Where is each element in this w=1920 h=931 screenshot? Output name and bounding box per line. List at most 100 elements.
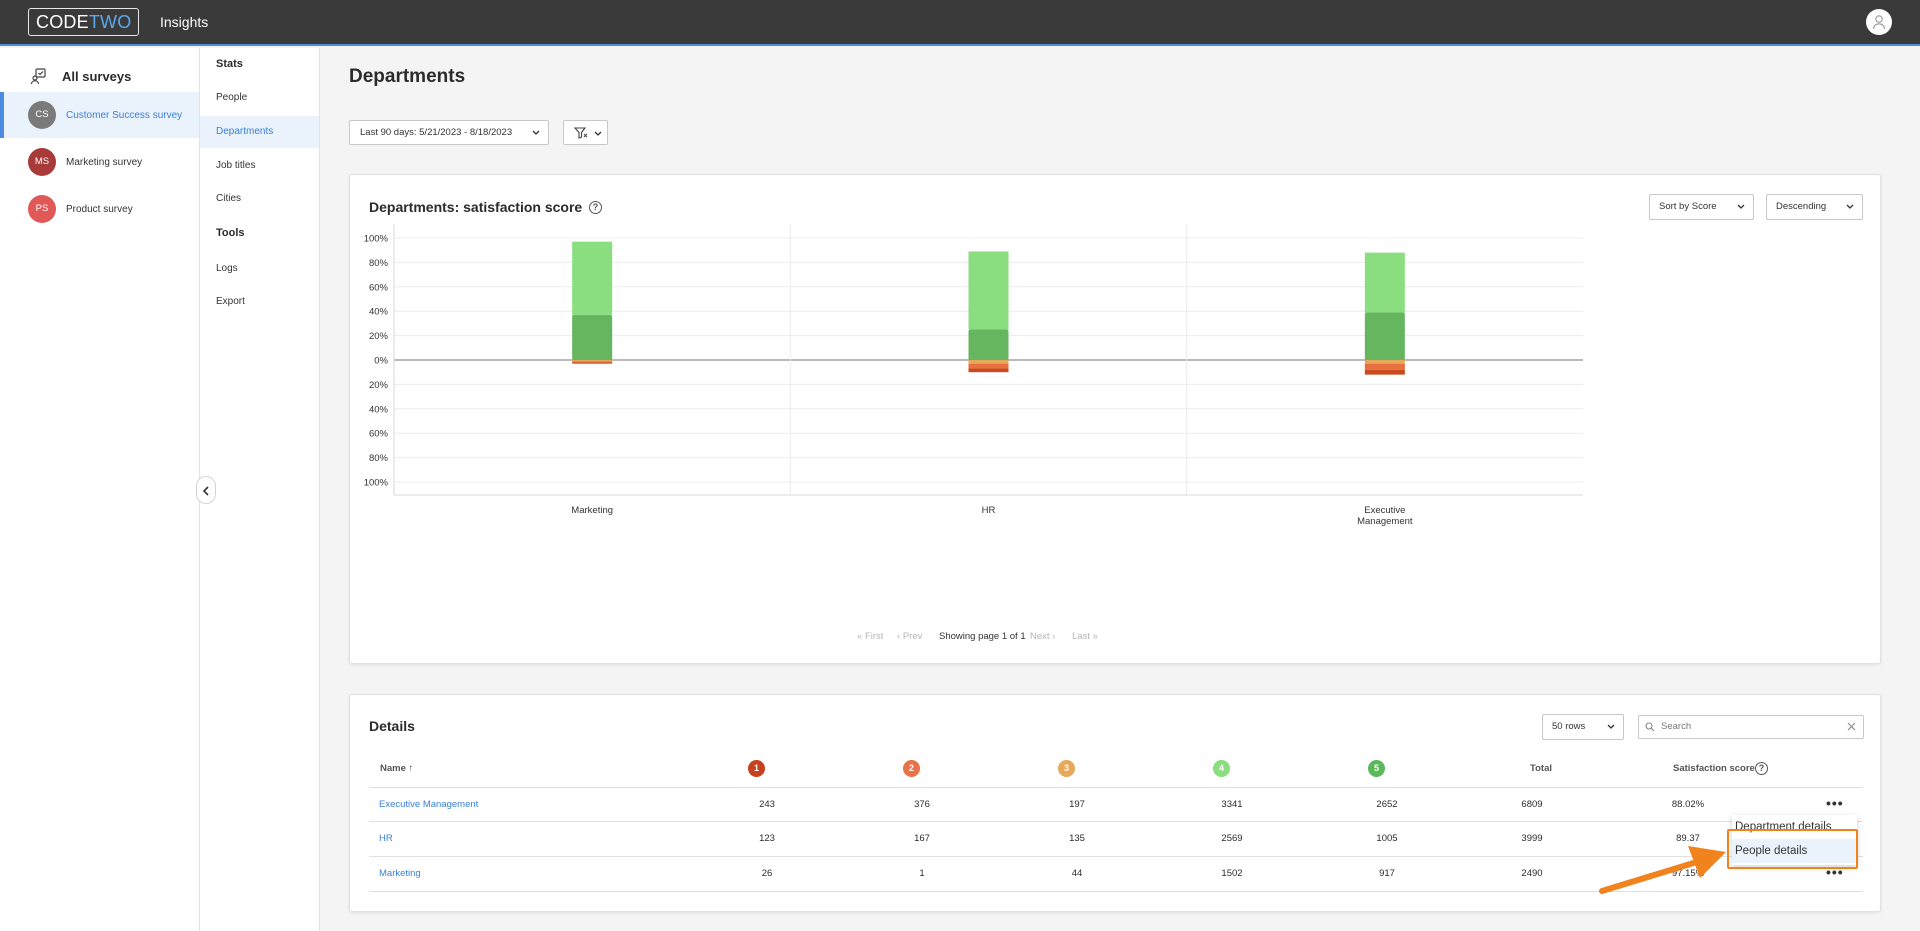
rating-2-count: 1: [919, 868, 925, 879]
sort-by-value: Sort by Score: [1659, 201, 1717, 212]
y-tick-label: 40%: [369, 404, 389, 415]
satisfaction-score: 89.37: [1676, 833, 1700, 844]
y-tick-label: 40%: [369, 307, 389, 318]
row-context-menu: Department details People details: [1732, 815, 1857, 865]
x-category-label: Executive: [1364, 505, 1405, 516]
bar-segment-2-1: [968, 329, 1009, 360]
bar-segment-1-2: [572, 241, 613, 315]
satisfaction-score: 97.15%: [1671, 868, 1705, 879]
search-placeholder: Search: [1661, 721, 1692, 732]
pager-first-button[interactable]: « First: [857, 631, 884, 642]
filter-icon: [574, 127, 588, 139]
details-search-input[interactable]: Search: [1638, 715, 1864, 739]
page-title: Departments: [349, 66, 466, 87]
rating-4-count: 1502: [1221, 868, 1243, 879]
sort-order-value: Descending: [1776, 201, 1827, 212]
survey-label: Marketing survey: [66, 156, 143, 168]
rows-per-page-select[interactable]: 50 rows: [1542, 714, 1624, 740]
callout-highlight-box: [1727, 829, 1858, 869]
date-range-value: Last 90 days: 5/21/2023 - 8/18/2023: [360, 127, 513, 138]
chart-pager: « First ‹ Prev Showing page 1 of 1 Next …: [350, 631, 1880, 647]
column-header-rating-1[interactable]: 1: [748, 760, 765, 777]
bar-segment-3-2: [1364, 252, 1405, 313]
column-header-rating-5[interactable]: 5: [1368, 760, 1385, 777]
nav-item-job-titles[interactable]: Job titles: [216, 160, 256, 171]
clear-icon[interactable]: [1847, 722, 1856, 731]
chevron-down-icon: [594, 131, 602, 136]
satisfaction-chart: 100% 80% 60% 40% 20% 0% 20% 40% 60% 80% 100% Market…: [364, 224, 1583, 527]
collapse-panel-button[interactable]: [196, 476, 216, 504]
bar-segment-1-5: [572, 362, 613, 364]
rating-1-count: 243: [759, 799, 775, 810]
bar-segment-1-4: [572, 361, 613, 363]
rating-3-count: 44: [1071, 868, 1083, 879]
menu-item-people-details[interactable]: People details: [1732, 839, 1857, 863]
survey-avatar: PS: [28, 195, 56, 223]
filter-button[interactable]: [563, 120, 608, 145]
details-title: Details: [369, 718, 415, 734]
satisfaction-score: 88.02%: [1671, 799, 1705, 810]
top-bar: CODETWO Insights: [0, 0, 1920, 46]
survey-item-product[interactable]: PS Product survey: [0, 186, 199, 232]
pager-prev-button[interactable]: ‹ Prev: [897, 631, 923, 642]
all-surveys-link[interactable]: All surveys: [30, 64, 131, 88]
column-header-name[interactable]: Name ↑: [380, 763, 414, 774]
chevron-down-icon: [1607, 724, 1615, 729]
satisfaction-chart-card: Departments: satisfaction score ? Sort b…: [349, 174, 1881, 664]
pager-next-label: Next: [1030, 631, 1050, 642]
column-header-total[interactable]: Total: [1530, 763, 1552, 774]
survey-avatar: CS: [28, 101, 56, 129]
survey-label: Product survey: [66, 203, 133, 215]
nav-item-cities[interactable]: Cities: [216, 193, 242, 204]
user-avatar-button[interactable]: [1866, 9, 1892, 35]
codetwo-logo[interactable]: CODETWO: [28, 8, 140, 36]
pager-next-button[interactable]: Next ›: [1030, 631, 1056, 642]
rating-2-count: 376: [914, 799, 930, 810]
surveys-icon: [30, 68, 46, 85]
column-header-satisfaction-score[interactable]: Satisfaction score: [1673, 763, 1755, 774]
sort-by-select[interactable]: Sort by Score: [1649, 194, 1754, 220]
column-header-rating-2[interactable]: 2: [903, 760, 920, 777]
y-tick-label: 20%: [369, 380, 389, 391]
details-card: Details 50 rows Search Name ↑ 1 2 3 4 5 …: [349, 694, 1881, 912]
nav-item-export[interactable]: Export: [216, 296, 245, 307]
survey-item-marketing[interactable]: MS Marketing survey: [0, 139, 199, 185]
app-title: Insights: [160, 14, 209, 30]
pager-last-button[interactable]: Last »: [1072, 631, 1098, 642]
logo-two: TWO: [88, 12, 132, 32]
survey-item-customer-success[interactable]: CS Customer Success survey: [0, 92, 199, 138]
rating-1-count: 123: [759, 833, 775, 844]
nav-item-departments[interactable]: Departments: [200, 116, 319, 148]
department-name-link[interactable]: HR: [379, 833, 393, 844]
x-category-label: Management: [1357, 516, 1413, 527]
chevron-down-icon: [532, 130, 540, 135]
date-range-select[interactable]: Last 90 days: 5/21/2023 - 8/18/2023: [349, 120, 549, 145]
nav-item-people[interactable]: People: [216, 92, 248, 103]
survey-label: Customer Success survey: [66, 109, 183, 121]
row-more-button[interactable]: •••: [1826, 795, 1844, 811]
y-tick-label: 0%: [374, 356, 388, 367]
department-name-link[interactable]: Marketing: [379, 868, 421, 879]
department-name-link[interactable]: Executive Management: [379, 799, 479, 810]
y-tick-label: 60%: [369, 429, 389, 440]
bar-segment-2-4: [968, 363, 1009, 369]
survey-avatar: MS: [28, 148, 56, 176]
y-tick-label: 60%: [369, 282, 389, 293]
pager-prev-label: Prev: [902, 631, 923, 642]
nav-item-logs[interactable]: Logs: [216, 263, 238, 274]
section-nav: Stats People Departments Job titles Citi…: [200, 48, 320, 931]
total-count: 3999: [1521, 833, 1543, 844]
x-category-label: HR: [982, 505, 996, 516]
help-icon[interactable]: ?: [1755, 762, 1768, 775]
rating-5-count: 1005: [1376, 833, 1398, 844]
bar-segment-2-2: [968, 251, 1009, 330]
sort-order-select[interactable]: Descending: [1766, 194, 1863, 220]
column-header-rating-3[interactable]: 3: [1058, 760, 1075, 777]
help-icon[interactable]: ?: [589, 201, 602, 214]
chevron-down-icon: [1846, 204, 1854, 209]
rating-5-count: 2652: [1376, 799, 1398, 810]
column-header-rating-4[interactable]: 4: [1213, 760, 1230, 777]
x-category-label: Marketing: [571, 505, 613, 516]
y-tick-label: 80%: [369, 258, 389, 269]
bar-segment-2-3: [968, 360, 1009, 364]
